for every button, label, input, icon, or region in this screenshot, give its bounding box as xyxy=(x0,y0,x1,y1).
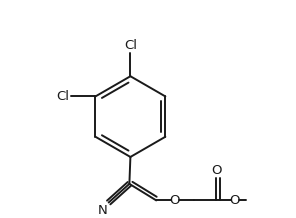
Text: Cl: Cl xyxy=(57,90,70,103)
Text: O: O xyxy=(230,194,240,207)
Text: N: N xyxy=(97,204,107,216)
Text: O: O xyxy=(170,194,180,207)
Text: O: O xyxy=(211,164,221,177)
Text: Cl: Cl xyxy=(124,39,137,53)
